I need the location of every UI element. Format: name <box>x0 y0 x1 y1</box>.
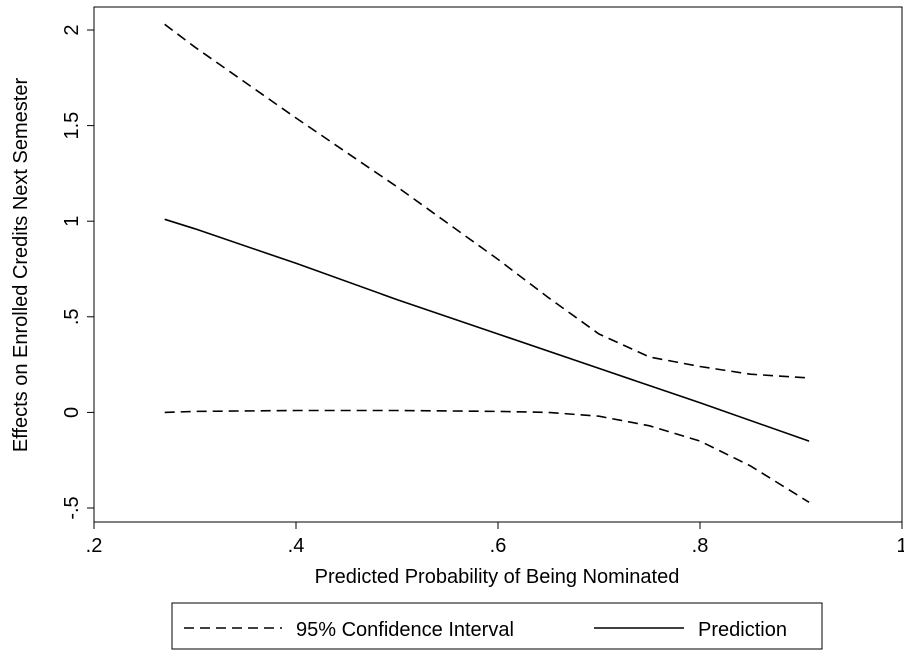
series-line <box>164 218 810 442</box>
y-tick-label: 1 <box>61 216 83 227</box>
x-tick-label: .6 <box>490 535 507 557</box>
series-line <box>164 23 810 379</box>
y-axis: -.5 0 .5 1 1.5 2 <box>61 24 94 520</box>
series-line <box>164 409 810 503</box>
x-tick-label: .8 <box>692 535 709 557</box>
legend-label-prediction: Prediction <box>698 619 787 641</box>
y-tick-label: 0 <box>61 407 83 418</box>
x-tick-label: 1 <box>896 535 904 557</box>
x-tick-label: .2 <box>86 535 103 557</box>
legend-box <box>171 602 823 650</box>
y-tick-label: -.5 <box>61 496 83 519</box>
plot-frame <box>93 6 903 523</box>
legend: 95% Confidence Interval Prediction <box>171 602 823 650</box>
x-axis: .2 .4 .6 .8 1 <box>86 522 904 557</box>
x-tick-label: .4 <box>288 535 305 557</box>
legend-label-ci: 95% Confidence Interval <box>296 619 514 641</box>
x-axis-label: Predicted Probability of Being Nominated <box>315 566 680 588</box>
series-layer <box>164 23 810 503</box>
y-tick-label: 2 <box>61 24 83 35</box>
y-tick-label: .5 <box>61 308 83 325</box>
y-tick-label: 1.5 <box>61 112 83 140</box>
y-axis-label: Effects on Enrolled Credits Next Semeste… <box>10 78 32 453</box>
